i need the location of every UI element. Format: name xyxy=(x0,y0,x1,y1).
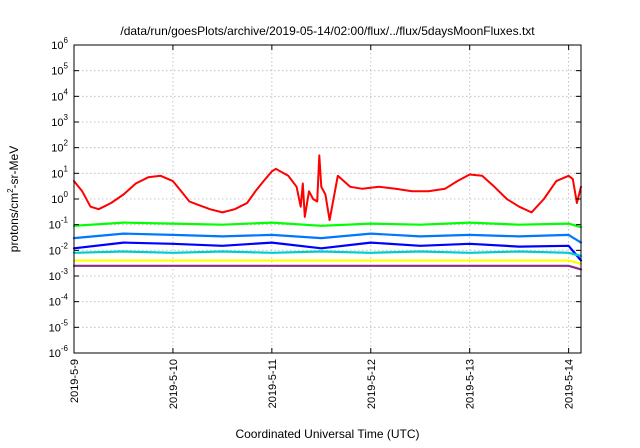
x-tick-label: 2019-5-13 xyxy=(465,359,477,409)
x-tick-label: 2019-5-9 xyxy=(69,359,81,403)
series-line-7 xyxy=(72,264,583,271)
y-tick-label: 106 xyxy=(51,36,68,52)
series-line-4 xyxy=(72,241,583,262)
tick-layer xyxy=(73,44,581,354)
y-tick-label: 104 xyxy=(51,87,68,103)
x-axis-label: Coordinated Universal Time (UTC) xyxy=(235,427,419,441)
y-tick-label: 10-6 xyxy=(49,344,69,360)
y-tick-label: 100 xyxy=(51,190,68,206)
series-line-1 xyxy=(73,154,582,222)
y-axis-label: protons/cm2-sr-MeV xyxy=(6,146,21,252)
series-line-3 xyxy=(72,232,583,244)
y-tick-labels: 10-6 10-5 10-4 10-3 10-2 10-1 100 101 102 103 104 1… xyxy=(49,36,69,360)
y-tick-label: 101 xyxy=(51,164,68,180)
y-tick-label: 10-2 xyxy=(49,241,69,257)
y-tick-label: 105 xyxy=(51,62,68,78)
y-tick-label: 103 xyxy=(51,113,68,129)
x-tick-label: 2019-5-12 xyxy=(366,359,378,409)
series-line-5 xyxy=(72,250,583,258)
y-tick-label: 10-3 xyxy=(49,267,69,283)
chart-title: /data/run/goesPlots/archive/2019-05-14/0… xyxy=(120,24,535,38)
x-tick-labels: 2019-5-9 2019-5-10 2019-5-11 2019-5-12 2019-… xyxy=(69,359,576,409)
series-line-6 xyxy=(72,259,583,265)
y-tick-label: 10-1 xyxy=(49,216,69,232)
grid-layer xyxy=(73,45,581,353)
series-line-2 xyxy=(72,221,583,229)
x-tick-label: 2019-5-11 xyxy=(267,359,279,408)
y-tick-label: 102 xyxy=(51,139,68,155)
series-layer xyxy=(72,154,583,271)
x-tick-label: 2019-5-14 xyxy=(564,359,576,409)
x-tick-label: 2019-5-10 xyxy=(168,359,180,409)
y-tick-label: 10-5 xyxy=(49,318,69,334)
y-tick-label: 10-4 xyxy=(49,293,69,309)
